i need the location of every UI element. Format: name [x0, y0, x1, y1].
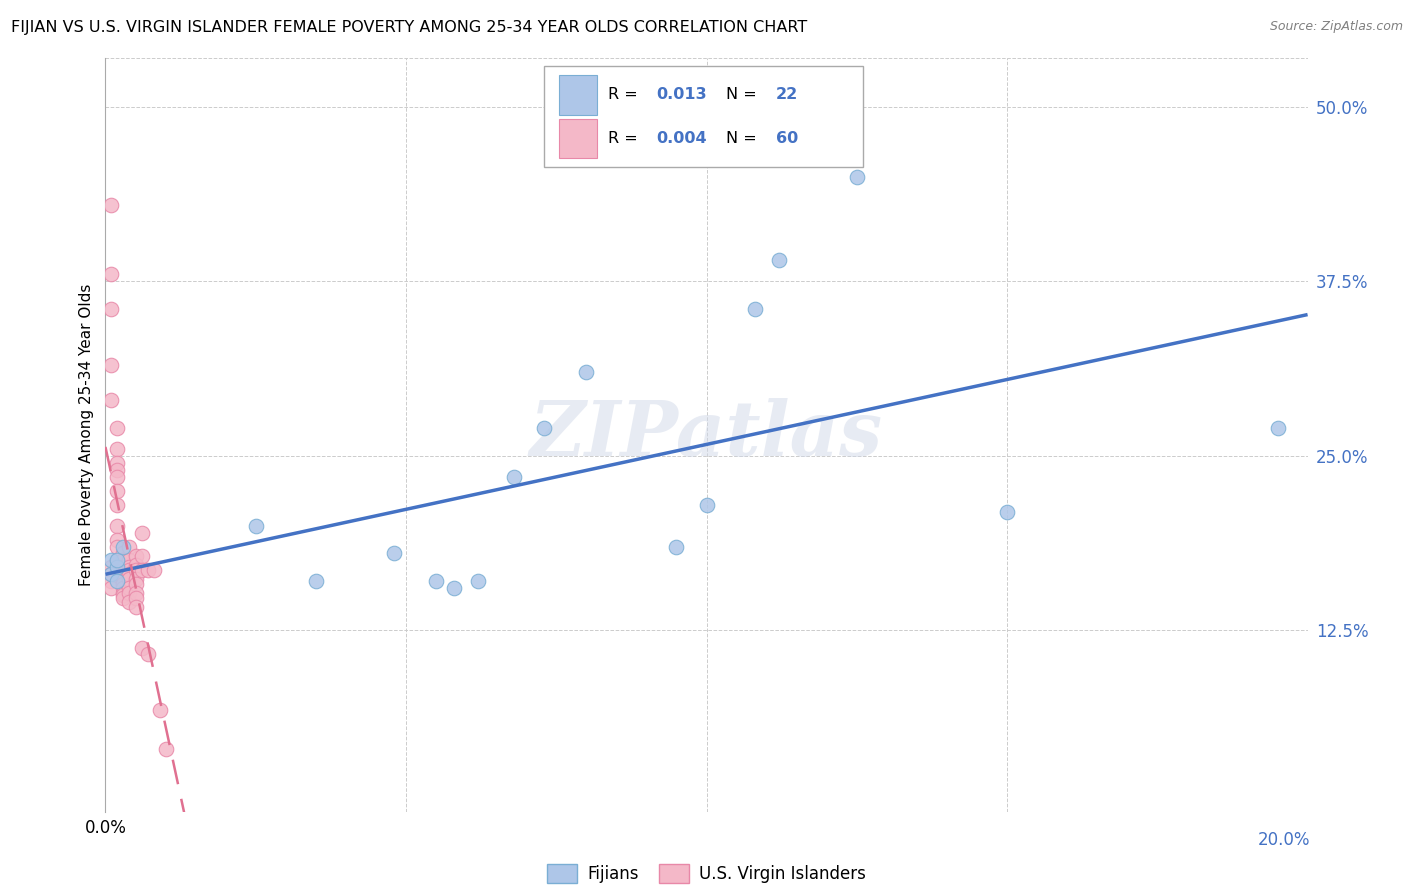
Point: [118, 572, 141, 586]
Bar: [558, 119, 598, 158]
Point: [744, 302, 766, 317]
Point: [112, 547, 135, 561]
Point: [1267, 421, 1289, 435]
Point: [107, 574, 129, 589]
Point: [112, 585, 135, 599]
Point: [131, 525, 153, 540]
Point: [443, 582, 465, 596]
Text: FIJIAN VS U.S. VIRGIN ISLANDER FEMALE POVERTY AMONG 25-34 YEAR OLDS CORRELATION : FIJIAN VS U.S. VIRGIN ISLANDER FEMALE PO…: [11, 20, 807, 35]
Point: [124, 599, 146, 614]
Point: [118, 585, 141, 599]
Point: [124, 585, 146, 599]
Point: [112, 567, 135, 582]
Point: [665, 540, 688, 554]
Point: [107, 421, 129, 435]
Text: Source: ZipAtlas.com: Source: ZipAtlas.com: [1270, 20, 1403, 33]
Point: [107, 442, 129, 456]
Point: [155, 742, 177, 756]
Point: [112, 582, 135, 596]
Point: [100, 567, 122, 582]
Point: [124, 549, 146, 564]
Point: [112, 577, 135, 591]
Text: 0.004: 0.004: [657, 131, 707, 146]
Point: [100, 582, 122, 596]
Point: [131, 549, 153, 564]
Y-axis label: Female Poverty Among 25-34 Year Olds: Female Poverty Among 25-34 Year Olds: [79, 284, 94, 586]
Point: [467, 574, 489, 589]
Point: [100, 553, 122, 567]
Point: [100, 197, 122, 211]
Point: [107, 540, 129, 554]
Point: [136, 563, 159, 577]
Point: [148, 703, 170, 717]
Point: [112, 591, 135, 606]
Point: [107, 483, 129, 498]
Text: 20.0%: 20.0%: [1258, 831, 1310, 849]
Point: [124, 563, 146, 577]
Point: [503, 469, 526, 483]
Point: [118, 567, 141, 582]
Point: [533, 421, 555, 435]
Point: [100, 560, 122, 574]
Text: 0.013: 0.013: [657, 87, 707, 103]
Point: [118, 595, 141, 609]
Point: [124, 591, 146, 606]
Point: [118, 560, 141, 574]
Point: [425, 574, 447, 589]
Text: N =: N =: [725, 131, 762, 146]
Point: [112, 540, 135, 554]
Point: [107, 553, 129, 567]
Point: [142, 563, 165, 577]
Point: [118, 563, 141, 577]
Point: [100, 567, 122, 582]
Point: [696, 498, 718, 512]
Point: [112, 553, 135, 567]
Point: [118, 553, 141, 567]
Point: [305, 574, 328, 589]
Point: [245, 518, 267, 533]
Point: [768, 253, 790, 268]
Point: [107, 533, 129, 547]
Point: [107, 456, 129, 470]
Point: [131, 641, 153, 656]
Point: [112, 572, 135, 586]
Point: [124, 577, 146, 591]
Point: [100, 302, 122, 317]
Point: [845, 169, 868, 184]
Point: [112, 560, 135, 574]
Point: [136, 647, 159, 661]
Point: [112, 563, 135, 577]
Point: [100, 392, 122, 407]
Point: [107, 553, 129, 567]
Point: [118, 582, 141, 596]
Text: R =: R =: [607, 87, 643, 103]
Point: [118, 540, 141, 554]
Point: [382, 547, 405, 561]
Legend: Fijians, U.S. Virgin Islanders: Fijians, U.S. Virgin Islanders: [541, 857, 872, 890]
Point: [112, 574, 135, 589]
Point: [575, 365, 598, 379]
Point: [124, 572, 146, 586]
Text: ZIPatlas: ZIPatlas: [530, 398, 883, 472]
Point: [112, 588, 135, 602]
Text: R =: R =: [607, 131, 643, 146]
Text: N =: N =: [725, 87, 762, 103]
Point: [112, 567, 135, 582]
Point: [107, 469, 129, 483]
Point: [107, 463, 129, 477]
Point: [124, 558, 146, 572]
Point: [995, 505, 1018, 519]
Point: [100, 574, 122, 589]
Bar: [558, 75, 598, 114]
Point: [131, 563, 153, 577]
Point: [100, 358, 122, 372]
Bar: [544, 65, 863, 168]
Point: [107, 518, 129, 533]
Point: [112, 553, 135, 567]
Point: [100, 268, 122, 282]
Point: [107, 498, 129, 512]
Text: 60: 60: [776, 131, 799, 146]
Point: [107, 560, 129, 574]
Text: 22: 22: [776, 87, 799, 103]
